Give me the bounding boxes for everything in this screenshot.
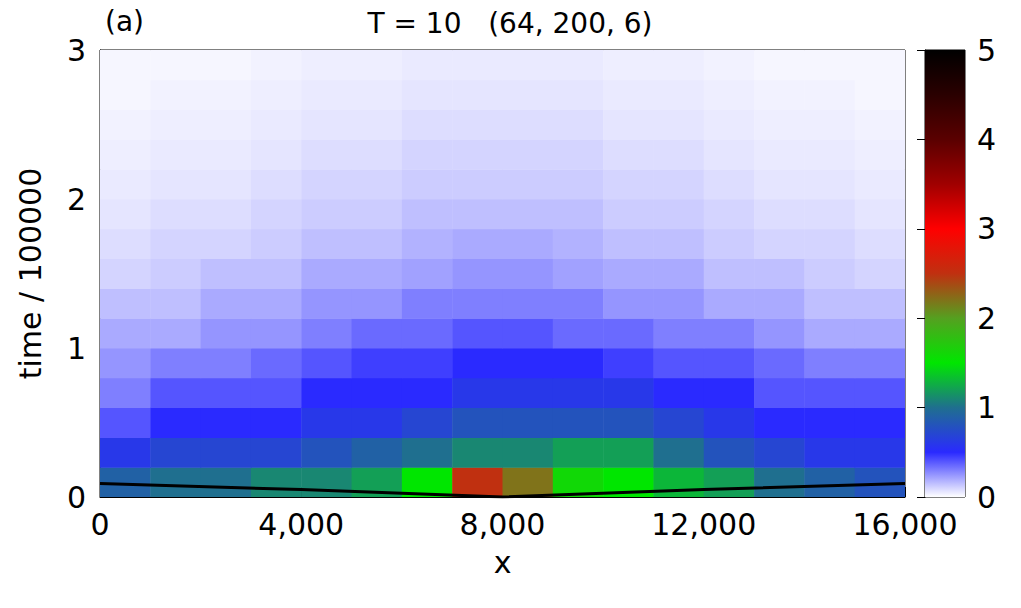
svg-text:1: 1 [977,390,996,425]
svg-text:2: 2 [977,301,996,336]
svg-text:1: 1 [67,331,86,366]
svg-text:8,000: 8,000 [460,507,546,542]
svg-text:(a): (a) [105,5,144,38]
svg-text:3: 3 [977,211,996,246]
svg-text:2: 2 [67,182,86,217]
svg-text:0: 0 [67,480,86,515]
svg-text:5: 5 [977,33,996,68]
svg-text:4,000: 4,000 [258,507,344,542]
svg-text:0: 0 [90,507,109,542]
svg-text:x: x [494,545,512,580]
svg-text:4: 4 [977,122,996,157]
svg-text:3: 3 [67,33,86,68]
svg-text:time / 100000: time / 100000 [13,168,48,379]
svg-text:12,000: 12,000 [651,507,756,542]
svg-text:16,000: 16,000 [853,507,958,542]
svg-text:T = 10 (64, 200, 6): T = 10 (64, 200, 6) [366,7,652,40]
svg-text:0: 0 [977,480,996,515]
